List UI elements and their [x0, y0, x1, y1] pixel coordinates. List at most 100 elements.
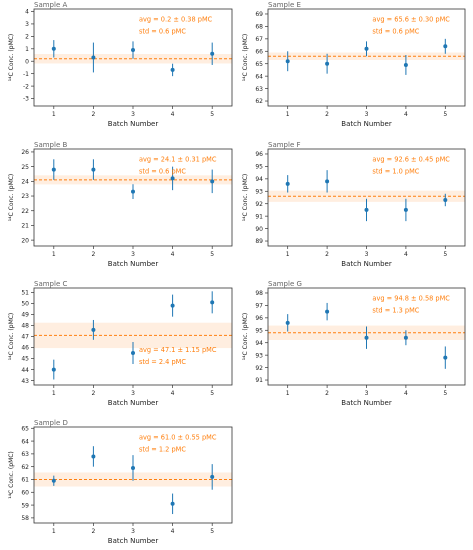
- data-point: [131, 48, 135, 53]
- x-tick-label: 1: [52, 390, 56, 397]
- y-tick-label: 48: [21, 323, 29, 330]
- data-point: [325, 179, 330, 184]
- x-tick-label: 5: [443, 251, 447, 258]
- x-tick-label: 5: [210, 111, 214, 118]
- mean-uncertainty-band: [268, 190, 465, 202]
- y-tick-label: 92: [255, 365, 263, 372]
- x-tick-label: 3: [365, 111, 369, 118]
- y-tick-label: 43: [21, 378, 29, 385]
- x-tick-label: 3: [131, 251, 135, 258]
- y-tick-label: 20: [21, 237, 29, 244]
- chart-title: Sample C: [34, 280, 67, 288]
- x-axis-label: Batch Number: [108, 537, 159, 545]
- x-tick-label: 3: [365, 251, 369, 258]
- data-point: [285, 181, 290, 186]
- y-tick-label: 97: [255, 303, 263, 310]
- x-tick-label: 3: [131, 111, 135, 118]
- y-tick-label: 59: [21, 502, 29, 509]
- x-tick-label: 5: [210, 390, 214, 397]
- mean-uncertainty-band: [268, 52, 465, 60]
- y-tick-label: 51: [21, 290, 29, 297]
- y-tick-label: 46: [21, 345, 29, 352]
- chart-title: Sample F: [268, 141, 301, 149]
- y-tick-label: 63: [21, 451, 29, 458]
- y-tick-label: 44: [21, 367, 29, 374]
- x-tick-label: 1: [286, 390, 290, 397]
- data-point: [285, 320, 290, 325]
- data-point: [210, 179, 215, 184]
- data-point: [131, 351, 135, 356]
- y-tick-label: -3: [23, 96, 29, 103]
- y-tick-label: 96: [255, 315, 263, 322]
- x-axis-label: Batch Number: [341, 120, 392, 128]
- data-point: [91, 167, 96, 172]
- data-point: [131, 465, 135, 470]
- data-point: [210, 474, 215, 479]
- y-tick-label: 65: [21, 425, 29, 432]
- stats-annotation: avg = 61.0 ± 0.55 pMC: [139, 433, 217, 441]
- y-tick-label: 68: [255, 24, 263, 31]
- data-point: [403, 62, 408, 67]
- x-tick-label: 2: [325, 390, 329, 397]
- data-point: [443, 197, 448, 202]
- y-tick-label: 50: [21, 301, 29, 308]
- x-tick-label: 2: [325, 111, 329, 118]
- data-point: [170, 176, 175, 181]
- x-axis-label: Batch Number: [108, 260, 159, 268]
- data-point: [170, 303, 175, 308]
- y-tick-label: 0: [25, 58, 29, 65]
- y-tick-label: 93: [255, 188, 263, 195]
- chart-panel-6: Sample G 91 92 93 94 95 96 97 98 1 2 3 4 5 Batch Numbe…: [242, 280, 466, 407]
- y-axis-label: ¹⁴C Conc. (pMC): [242, 174, 249, 222]
- data-point: [51, 46, 56, 51]
- data-point: [403, 207, 408, 212]
- y-axis-label: ¹⁴C Conc. (pMC): [8, 174, 15, 222]
- y-tick-label: 22: [21, 208, 29, 215]
- y-tick-label: 62: [21, 464, 29, 471]
- x-tick-label: 4: [171, 111, 175, 118]
- stats-annotation: std = 0.6 pMC: [139, 28, 186, 36]
- x-tick-label: 1: [286, 251, 290, 258]
- chart-panel-3: Sample D 58 59 60 61 62 63 64 65 1 2 3 4 5 Batch Numbe…: [8, 419, 233, 545]
- y-tick-label: 3: [25, 21, 29, 28]
- y-tick-label: 95: [255, 327, 263, 334]
- y-tick-label: 62: [255, 98, 263, 105]
- x-tick-label: 4: [404, 251, 408, 258]
- data-point: [210, 51, 215, 56]
- x-tick-label: 2: [91, 251, 95, 258]
- data-point: [170, 501, 175, 506]
- y-tick-label: 61: [21, 477, 29, 484]
- y-tick-label: 1: [25, 46, 29, 53]
- y-tick-label: 63: [255, 86, 263, 93]
- x-tick-label: 4: [404, 390, 408, 397]
- y-tick-label: 66: [255, 48, 263, 55]
- data-point: [91, 327, 96, 332]
- y-tick-label: 94: [255, 340, 263, 347]
- y-tick-label: 64: [255, 73, 263, 80]
- stats-annotation: std = 1.3 pMC: [372, 307, 419, 315]
- data-point: [51, 478, 56, 483]
- mean-uncertainty-band: [34, 175, 232, 185]
- stats-annotation: avg = 65.6 ± 0.30 pMC: [372, 16, 450, 24]
- data-point: [325, 309, 330, 314]
- x-tick-label: 3: [131, 390, 135, 397]
- x-axis-label: Batch Number: [108, 120, 159, 128]
- y-tick-label: 64: [21, 438, 29, 445]
- x-tick-label: 3: [131, 528, 135, 535]
- data-point: [443, 355, 448, 360]
- data-point: [364, 46, 369, 51]
- chart-title: Sample B: [34, 141, 67, 149]
- data-point: [364, 207, 369, 212]
- stats-annotation: std = 2.4 pMC: [139, 358, 186, 366]
- x-tick-label: 5: [443, 390, 447, 397]
- chart-panel-0: Sample A -3 -2 -1 0 1 2 3 4 1 2 3 4 5 Batch Number ¹⁴C …: [8, 1, 233, 128]
- y-tick-label: 92: [255, 201, 263, 208]
- stats-annotation: avg = 24.1 ± 0.31 pMC: [139, 156, 217, 164]
- y-tick-label: 91: [255, 213, 263, 220]
- y-tick-label: 93: [255, 352, 263, 359]
- y-tick-label: 25: [21, 164, 29, 171]
- x-tick-label: 1: [52, 528, 56, 535]
- y-tick-label: -1: [23, 71, 29, 78]
